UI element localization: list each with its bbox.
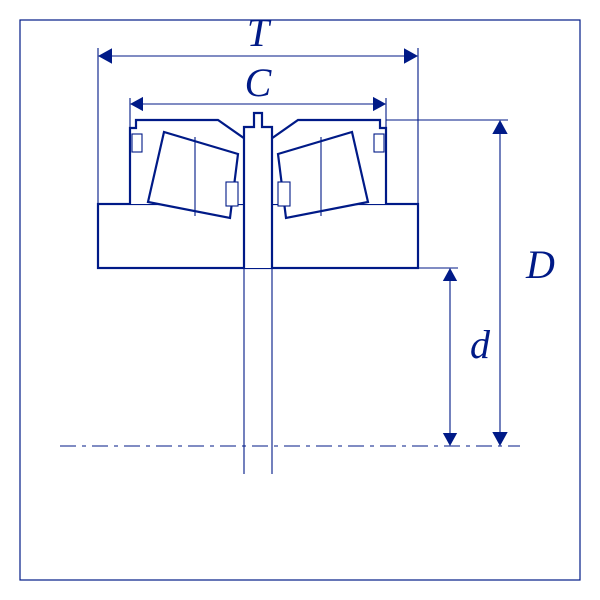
cone-stem — [244, 113, 272, 268]
dim-label-d: d — [470, 322, 491, 367]
dim-label-C: C — [245, 60, 273, 105]
bearing-section — [98, 113, 418, 268]
dim-label-T: T — [247, 10, 272, 55]
dim-label-D: D — [525, 242, 555, 287]
